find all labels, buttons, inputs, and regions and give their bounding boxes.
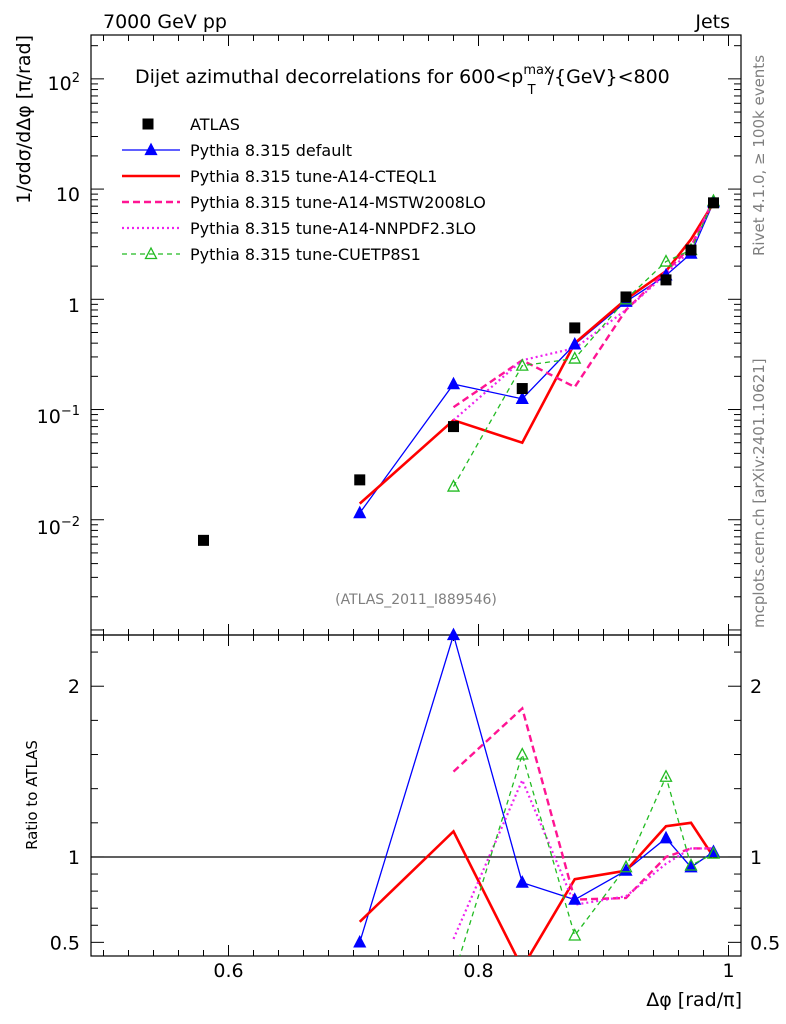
main-point-cuetp8s1 (568, 351, 582, 364)
y-axis-label: 1/σdσ/dΔφ [π/rad] (13, 35, 35, 204)
x-tick-label: 1 (722, 960, 734, 982)
x-axis-label: Δφ [rad/π] (646, 989, 742, 1011)
legend-label: Pythia 8.315 tune-A14-NNPDF2.3LO (190, 219, 476, 238)
y-tick-labels: 10−2 10−1 1 10 102 (37, 71, 80, 539)
main-point-cuetp8s1 (515, 358, 529, 371)
legend-label: Pythia 8.315 default (190, 141, 352, 160)
ratio-plot-frame (90, 634, 742, 957)
y-tick-label-100: 102 (48, 71, 80, 95)
ratio-point-default (446, 627, 461, 641)
mcplots-label: mcplots.cern.ch [arXiv:2401.10621] (750, 358, 768, 628)
ratio-point-cuetp8s1 (515, 747, 529, 760)
y-tick-exp-100: 2 (72, 71, 80, 86)
ratio-point-cuetp8s1 (684, 858, 698, 871)
main-point-cuetp8s1 (659, 254, 673, 267)
main-nnpdf-line (452, 199, 715, 422)
y-tick-label-1: 1 (68, 295, 80, 317)
ratio-point-default (515, 875, 529, 888)
title-sup: max (523, 63, 552, 78)
ratio-point-default (684, 859, 698, 873)
ratio-axis-label: Ratio to ATLAS (23, 740, 41, 850)
legend-marker-cuetp8s1 (144, 246, 158, 260)
ratio-tick-label-left: 0.5 (50, 932, 80, 954)
ratio-tick-label-right: 0.5 (750, 932, 780, 954)
atlas-point (448, 421, 459, 433)
atlas-point (660, 274, 672, 286)
legend-label: Pythia 8.315 tune-A14-MSTW2008LO (190, 193, 486, 212)
tick-labels: 0.6 0.8 1 0.5 0.5 1 1 2 2 (50, 676, 780, 982)
ratio-default-line (359, 635, 714, 943)
ratio-point-default (619, 863, 633, 876)
ratio-tick-label-left: 2 (68, 676, 80, 698)
atlas-point (685, 244, 697, 256)
legend-marker-default (144, 142, 158, 156)
main-cuetp8s1-line (452, 200, 715, 487)
y-tick-exp-1e-2: −2 (61, 515, 80, 530)
ratio-point-default (659, 830, 673, 844)
main-point-cuetp8s1 (446, 479, 461, 492)
atlas-point (516, 383, 528, 395)
main-point-default (568, 336, 582, 350)
ratio-point-cuetp8s1 (659, 769, 673, 782)
main-point-default (515, 391, 529, 404)
y-tick-label-10: 10 (56, 184, 80, 206)
header-left: 7000 GeV pp (103, 11, 227, 33)
ratio-tick-label-right: 1 (750, 847, 762, 869)
chart-title: Dijet azimuthal decorrelations for 600<p… (135, 63, 670, 98)
ratio-nnpdf-line (452, 777, 714, 940)
main-point-default (353, 505, 367, 519)
atlas-point (708, 197, 719, 209)
legend: ATLAS Pythia 8.315 default Pythia 8.315 tu… (122, 115, 486, 264)
y-tick-label-1e-2: 10−2 (37, 515, 80, 539)
axis-ticks (91, 35, 741, 956)
ratio-cteql1-line (358, 821, 715, 956)
title-post: /{GeV}<800 (548, 66, 670, 88)
x-tick-label: 0.8 (463, 960, 493, 982)
legend-label: Pythia 8.315 tune-A14-CTEQL1 (190, 167, 437, 186)
ratio-point-default (568, 892, 582, 905)
atlas-point (198, 534, 209, 546)
ratio-cuetp8s1-line (459, 752, 714, 956)
title-sub: T (527, 83, 536, 98)
y-tick-label-1e-1: 10−1 (37, 404, 80, 428)
atlas-point (569, 322, 581, 334)
series-lines (358, 199, 715, 956)
ratio-point-cuetp8s1 (619, 859, 633, 873)
rivet-label: Rivet 4.1.0, ≥ 100k events (750, 55, 768, 256)
data-markers (198, 193, 721, 948)
ratio-point-default (353, 934, 367, 948)
main-plot-frame (90, 34, 742, 636)
legend-label: ATLAS (190, 115, 240, 134)
legend-marker-atlas (142, 118, 154, 130)
main-mstw-line (452, 199, 715, 409)
legend-label: Pythia 8.315 tune-CUETP8S1 (190, 245, 421, 264)
ratio-tick-label-right: 2 (750, 676, 762, 698)
analysis-tag: (ATLAS_2011_I889546) (335, 592, 497, 608)
main-point-default (446, 376, 461, 390)
atlas-point (354, 474, 366, 486)
x-tick-label: 0.6 (213, 960, 243, 982)
y-tick-exp-1e-1: −1 (61, 404, 80, 419)
ratio-point-cuetp8s1 (706, 846, 721, 859)
ratio-tick-label-left: 1 (68, 847, 80, 869)
ratio-mstw-line (452, 706, 714, 901)
header-right: Jets (694, 11, 730, 33)
ratio-point-cuetp8s1 (568, 928, 582, 941)
title-pre: Dijet azimuthal decorrelations for 600<p (135, 66, 523, 88)
atlas-point (620, 291, 632, 303)
